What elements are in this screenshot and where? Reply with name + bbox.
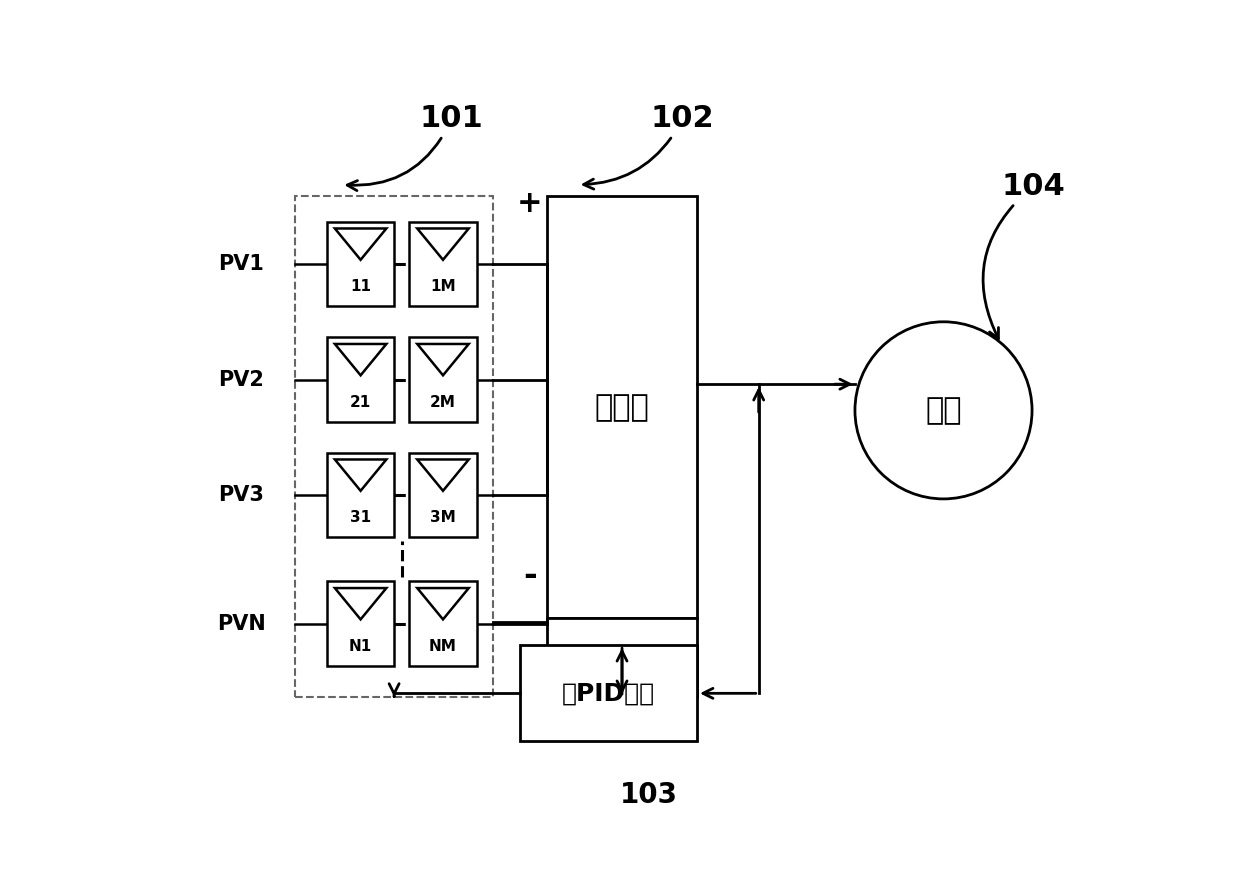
Text: 3M: 3M <box>430 511 456 526</box>
Text: 21: 21 <box>350 395 371 410</box>
Text: 逆变器: 逆变器 <box>595 393 650 422</box>
Text: PV1: PV1 <box>218 254 264 274</box>
Bar <box>409 453 477 537</box>
Polygon shape <box>417 588 469 619</box>
Text: +: + <box>517 189 543 219</box>
Text: 31: 31 <box>350 511 371 526</box>
Polygon shape <box>335 459 387 491</box>
Text: PV2: PV2 <box>218 370 264 389</box>
Bar <box>326 222 394 306</box>
Bar <box>547 196 697 619</box>
Text: 102: 102 <box>584 104 714 189</box>
Polygon shape <box>417 344 469 375</box>
Circle shape <box>854 322 1032 499</box>
Text: N1: N1 <box>348 639 372 654</box>
Text: 1M: 1M <box>430 280 456 295</box>
Bar <box>547 619 697 696</box>
Bar <box>409 581 477 666</box>
Text: PVN: PVN <box>217 613 265 634</box>
Bar <box>520 645 697 742</box>
Text: PV3: PV3 <box>218 485 264 505</box>
Bar <box>409 222 477 306</box>
Text: 2M: 2M <box>430 395 456 410</box>
Bar <box>326 337 394 422</box>
Text: 反PID装置: 反PID装置 <box>562 681 655 705</box>
Bar <box>326 453 394 537</box>
Bar <box>295 196 494 696</box>
Polygon shape <box>417 228 469 260</box>
Bar <box>409 337 477 422</box>
Polygon shape <box>335 228 387 260</box>
Text: 104: 104 <box>983 172 1065 339</box>
Polygon shape <box>335 344 387 375</box>
Text: NM: NM <box>429 639 456 654</box>
Bar <box>326 581 394 666</box>
Text: -: - <box>523 559 537 592</box>
Polygon shape <box>417 459 469 491</box>
Polygon shape <box>335 588 387 619</box>
Text: 101: 101 <box>347 104 484 190</box>
Text: 103: 103 <box>620 781 678 810</box>
Text: 11: 11 <box>350 280 371 295</box>
Text: 电网: 电网 <box>925 396 962 425</box>
